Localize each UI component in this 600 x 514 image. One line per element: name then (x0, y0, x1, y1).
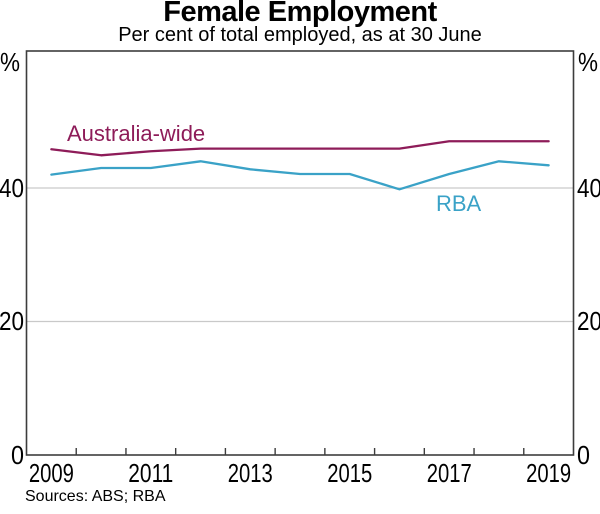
chart-subtitle: Per cent of total employed, as at 30 Jun… (118, 24, 482, 46)
x-tick-2011: 2011 (128, 458, 173, 488)
gridlines (26, 187, 574, 323)
x-tick-2009: 2009 (29, 458, 74, 488)
y-axis-unit-left: % (0, 47, 20, 77)
y-tick-right-0: 0 (577, 440, 590, 470)
x-tick-2013: 2013 (228, 458, 273, 488)
x-tick-2017: 2017 (427, 458, 472, 488)
series-lines (50, 140, 550, 191)
line-rba (50, 160, 550, 191)
x-tick-2019: 2019 (526, 458, 571, 488)
x-axis-labels: 2009 2011 2013 2015 2017 2019 (29, 458, 571, 488)
series-label-rba: RBA (436, 191, 482, 216)
y-tick-right-20: 20 (577, 306, 600, 336)
chart-title: Female Employment (163, 0, 437, 28)
sources-note: Sources: ABS; RBA (25, 488, 166, 505)
y-axis-unit-right: % (578, 47, 598, 77)
x-ticks (75, 448, 525, 455)
line-australia-wide (50, 140, 550, 157)
y-axis-labels-right: % 40 20 0 (577, 47, 600, 470)
plot-frame (25, 50, 575, 456)
y-tick-left-0: 0 (11, 440, 24, 470)
y-tick-left-40: 40 (0, 173, 24, 203)
y-tick-left-20: 20 (0, 306, 24, 336)
y-tick-right-40: 40 (577, 173, 600, 203)
x-tick-2015: 2015 (327, 458, 372, 488)
y-axis-labels-left: % 40 20 0 (0, 47, 24, 470)
series-label-australia-wide: Australia-wide (67, 121, 206, 146)
